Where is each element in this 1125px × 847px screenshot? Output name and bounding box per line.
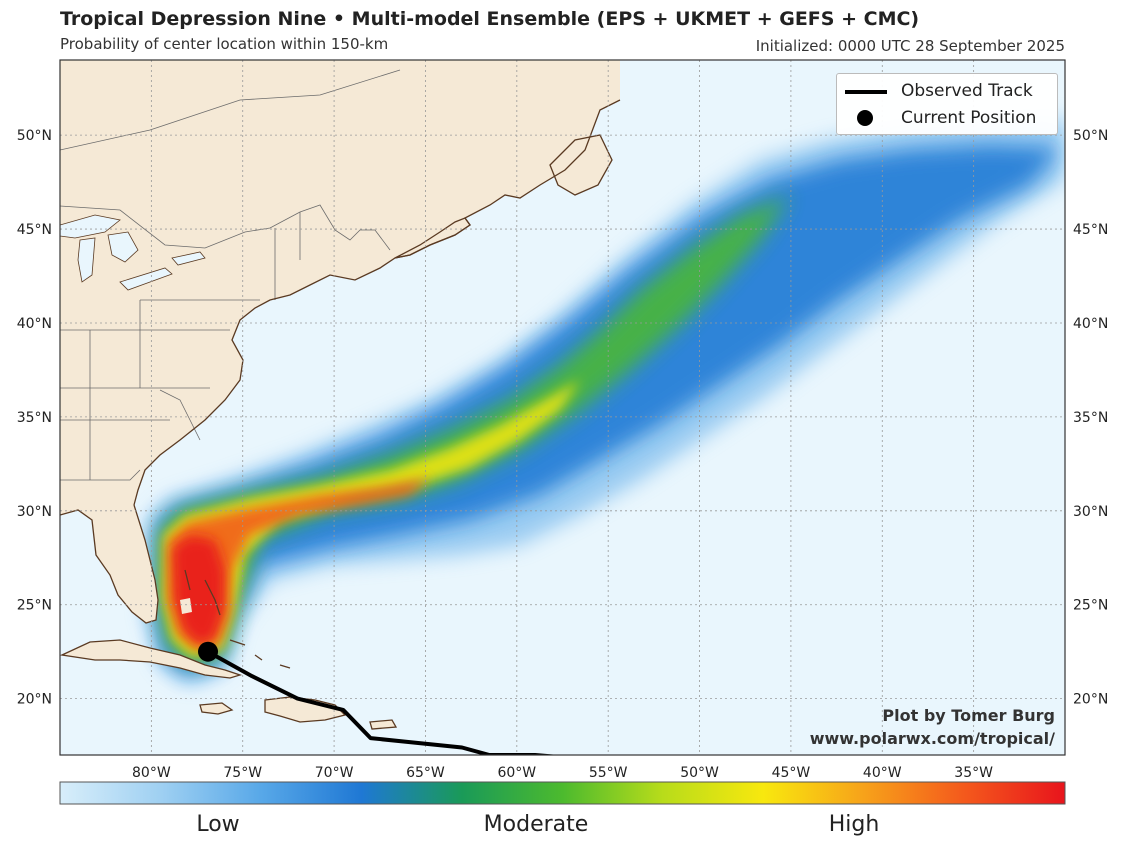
florida-outline xyxy=(60,504,159,624)
nova-scotia-outline xyxy=(394,217,471,259)
longitude-label: 40°W xyxy=(863,765,902,781)
state-borders xyxy=(60,69,401,481)
latitude-label: 40°N xyxy=(1073,316,1108,332)
legend-observed-track-label: Observed Track xyxy=(901,81,1033,101)
longitude-label: 55°W xyxy=(589,765,628,781)
longitude-label: 60°W xyxy=(497,765,536,781)
hispaniola xyxy=(265,697,345,722)
legend-current-position: Current Position xyxy=(837,105,1057,131)
graticule xyxy=(60,60,1065,755)
latitude-label: 45°N xyxy=(17,222,52,238)
observed-track-swatch xyxy=(845,90,887,94)
bahamas-outline xyxy=(229,639,246,646)
map-legend: Observed Track Current Position xyxy=(836,73,1058,135)
bahamas-outline xyxy=(279,664,291,669)
probability-swath xyxy=(145,118,1065,685)
colorbar-low-label: Low xyxy=(196,812,240,837)
credit-author: Plot by Tomer Burg xyxy=(882,706,1055,725)
legend-observed-track: Observed Track xyxy=(837,78,1057,104)
lake-ontario xyxy=(171,251,206,266)
longitude-label: 65°W xyxy=(406,765,445,781)
credit-url: www.polarwx.com/tropical/ xyxy=(809,729,1055,748)
latitude-labels-left: 20°N 25°N 30°N 35°N 40°N 45°N 50°N xyxy=(17,128,52,708)
newfoundland-outline xyxy=(549,134,613,196)
great-lakes xyxy=(60,214,206,291)
swath-moderate-low xyxy=(158,195,790,665)
latitude-label: 25°N xyxy=(1073,598,1108,614)
bahamas-outline xyxy=(184,569,191,591)
latitude-label: 30°N xyxy=(1073,504,1108,520)
map-frame xyxy=(59,59,1066,756)
latitude-label: 50°N xyxy=(1073,128,1108,144)
colorbar-high-label: High xyxy=(828,812,880,837)
longitude-labels: 80°W 75°W 70°W 65°W 60°W 55°W 50°W 45°W 40°W 35°W xyxy=(132,765,993,781)
land-masses xyxy=(60,60,620,729)
latitude-label: 45°N xyxy=(1073,222,1108,238)
jamaica-outline xyxy=(199,702,234,715)
latitude-label: 20°N xyxy=(1073,692,1108,708)
colorbar xyxy=(59,781,1066,805)
swath-low xyxy=(152,145,1060,675)
colorbar-moderate-label: Moderate xyxy=(483,812,589,837)
state-border xyxy=(60,469,141,481)
lake-erie xyxy=(119,267,173,291)
longitude-label: 35°W xyxy=(954,765,993,781)
latitude-label: 35°N xyxy=(17,410,52,426)
legend-current-position-label: Current Position xyxy=(901,108,1037,128)
latitude-label: 35°N xyxy=(1073,410,1108,426)
longitude-label: 50°W xyxy=(680,765,719,781)
longitude-label: 45°W xyxy=(772,765,811,781)
bahamas-outline xyxy=(254,654,263,661)
cuba xyxy=(62,640,240,678)
swath-high xyxy=(168,478,430,650)
bahamas-outline xyxy=(204,579,221,616)
bahamas-andros xyxy=(180,598,192,614)
latitude-label: 20°N xyxy=(17,692,52,708)
latitude-label: 25°N xyxy=(17,598,52,614)
latitude-label: 40°N xyxy=(17,316,52,332)
map-title: Tropical Depression Nine • Multi-model E… xyxy=(60,8,920,30)
longitude-label: 70°W xyxy=(315,765,354,781)
swath-very-high xyxy=(172,535,225,645)
lake-michigan xyxy=(77,237,96,283)
longitude-label: 80°W xyxy=(132,765,171,781)
lake-superior xyxy=(60,214,121,239)
nova-scotia xyxy=(395,218,470,258)
north-america-land xyxy=(60,60,620,623)
jamaica xyxy=(200,703,232,714)
latitude-label: 50°N xyxy=(17,128,52,144)
initialized-time: Initialized: 0000 UTC 28 September 2025 xyxy=(755,37,1065,55)
cuba-outline xyxy=(60,639,243,679)
latitude-label: 30°N xyxy=(17,504,52,520)
observed-track-line xyxy=(206,649,560,755)
coastlines xyxy=(60,99,621,730)
puerto-rico-outline xyxy=(369,719,398,730)
state-border xyxy=(60,69,401,151)
map-subtitle: Probability of center location within 15… xyxy=(60,35,389,53)
lake-huron xyxy=(107,231,139,263)
state-border xyxy=(159,389,201,441)
puerto-rico xyxy=(370,720,396,729)
current-position-marker xyxy=(198,641,219,662)
east-coast-outline xyxy=(133,99,621,506)
longitude-label: 75°W xyxy=(223,765,262,781)
latitude-labels-right: 20°N 25°N 30°N 35°N 40°N 45°N 50°N xyxy=(1073,128,1108,708)
current-position-swatch xyxy=(857,110,873,126)
swath-moderate xyxy=(162,380,580,658)
